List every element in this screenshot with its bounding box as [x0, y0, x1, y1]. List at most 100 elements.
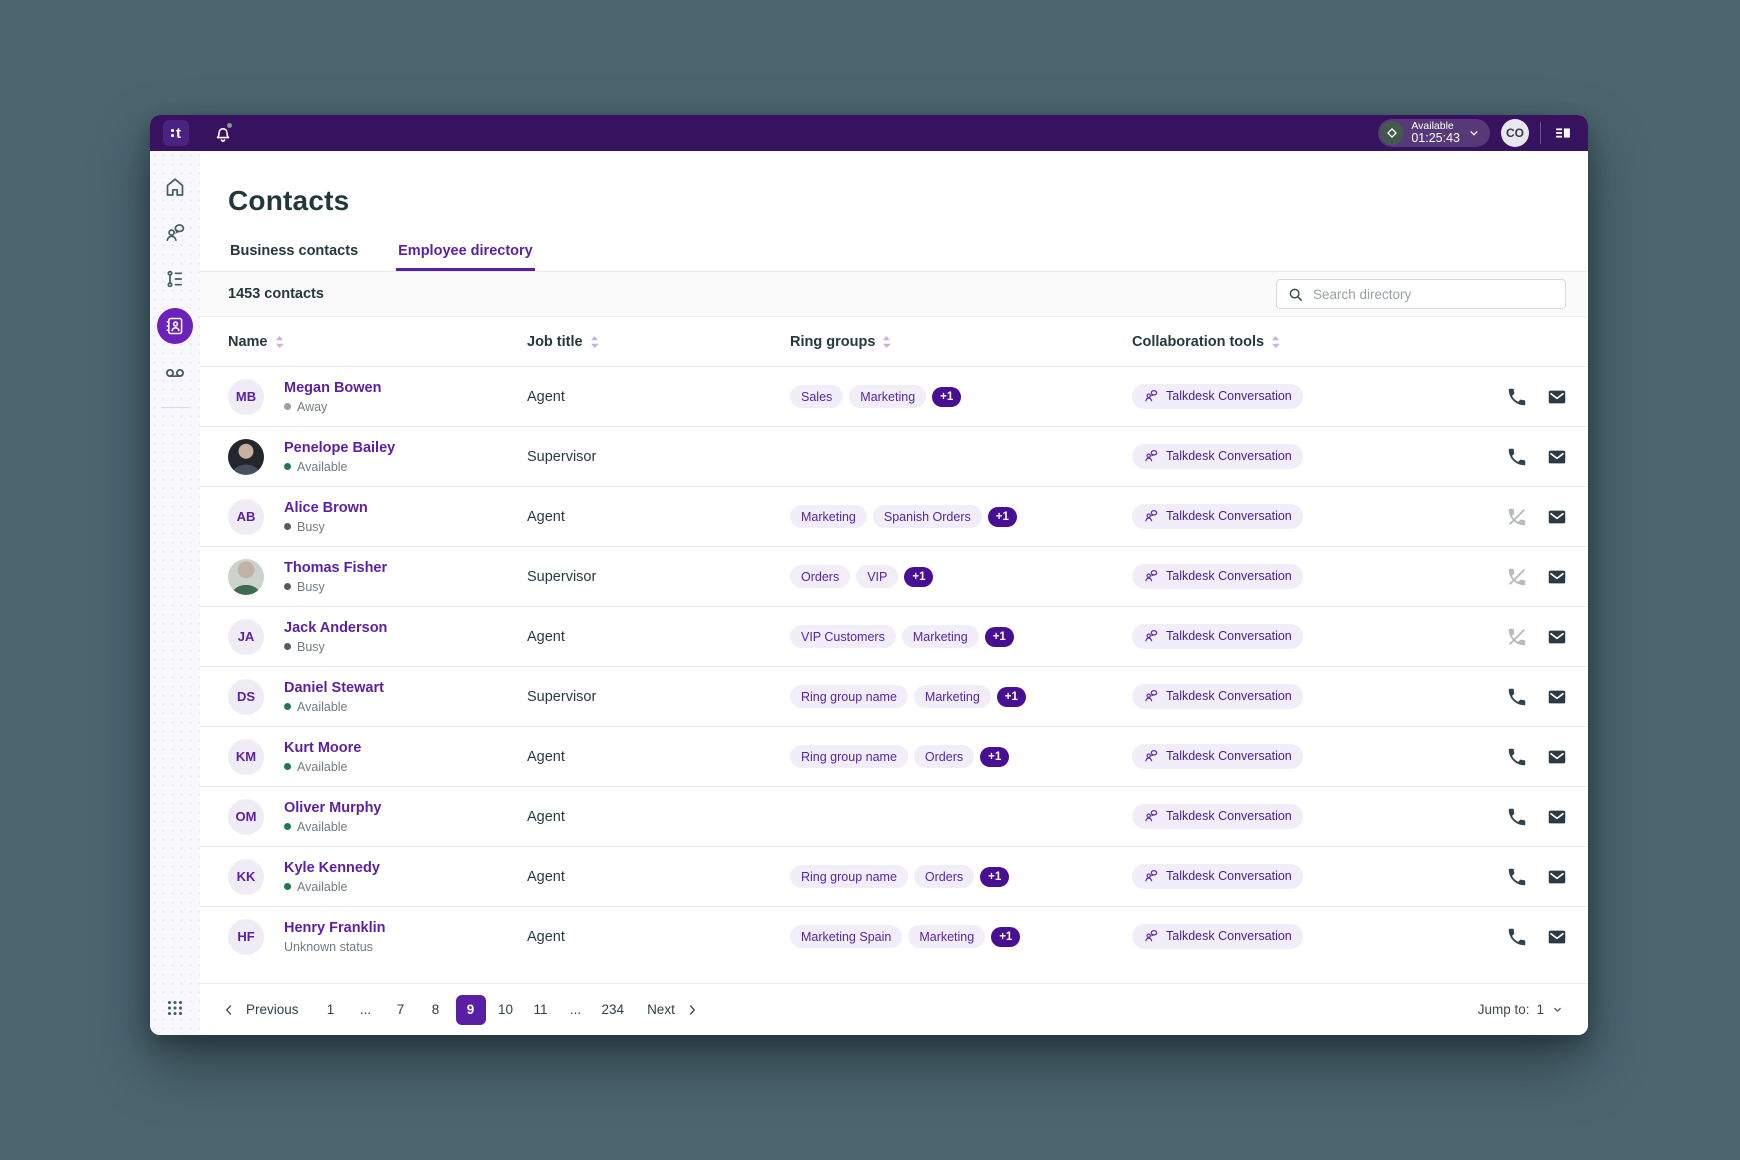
more-groups-badge[interactable]: +1 [996, 686, 1026, 707]
avatar: AB [228, 498, 264, 535]
more-groups-badge[interactable]: +1 [987, 506, 1017, 527]
talkdesk-conversation-chip[interactable]: Talkdesk Conversation [1132, 503, 1303, 529]
call-button[interactable] [1506, 806, 1528, 828]
header-collaboration-tools[interactable]: Collaboration tools [1132, 334, 1462, 350]
page-button[interactable]: 8 [431, 1002, 440, 1017]
count-bar: 1453 contacts [200, 271, 1588, 317]
header-ring-groups[interactable]: Ring groups [790, 334, 1132, 350]
next-page-button[interactable]: Next [647, 1002, 699, 1017]
talkdesk-conversation-chip[interactable]: Talkdesk Conversation [1132, 803, 1303, 829]
email-button[interactable] [1546, 446, 1568, 468]
pagination: Previous 1 ... 7 8 9 10 11 ... 234 Next [222, 994, 699, 1025]
email-button[interactable] [1546, 506, 1568, 528]
page-button[interactable]: 234 [601, 1002, 625, 1017]
page-button[interactable]: 1 [326, 1002, 335, 1017]
call-button[interactable] [1506, 386, 1528, 408]
call-button[interactable] [1506, 506, 1528, 528]
talkdesk-conversation-chip[interactable]: Talkdesk Conversation [1132, 743, 1303, 769]
notifications-bell-icon[interactable] [212, 121, 234, 144]
page-button[interactable]: 7 [396, 1002, 405, 1017]
contact-name-link[interactable]: Henry Franklin [284, 919, 386, 936]
page-button[interactable]: 10 [498, 1002, 514, 1017]
more-groups-badge[interactable]: +1 [980, 866, 1010, 887]
email-button[interactable] [1546, 806, 1568, 828]
talkdesk-logo[interactable]: t [163, 120, 189, 146]
presence-dot [284, 763, 291, 770]
more-groups-badge[interactable]: +1 [991, 926, 1021, 947]
home-icon[interactable] [163, 175, 187, 199]
page-button-current[interactable]: 9 [455, 994, 486, 1025]
email-button[interactable] [1546, 626, 1568, 648]
talkdesk-conversation-chip[interactable]: Talkdesk Conversation [1132, 863, 1303, 889]
more-groups-badge[interactable]: +1 [932, 386, 962, 407]
contact-name-link[interactable]: Daniel Stewart [284, 679, 384, 696]
ring-group-chip: Marketing Spain [790, 925, 903, 948]
email-button[interactable] [1546, 566, 1568, 588]
talkdesk-conversation-chip[interactable]: Talkdesk Conversation [1132, 623, 1303, 649]
apps-grid-icon[interactable] [164, 997, 186, 1019]
email-button[interactable] [1546, 686, 1568, 708]
collab-label: Talkdesk Conversation [1166, 809, 1292, 824]
sort-icon[interactable] [275, 335, 284, 349]
presence-dot [284, 403, 291, 410]
jump-to-select[interactable]: Jump to: 1 [1478, 1002, 1564, 1017]
more-groups-badge[interactable]: +1 [980, 746, 1010, 767]
call-button[interactable] [1506, 566, 1528, 588]
side-panel-toggle-icon[interactable] [1552, 122, 1574, 144]
sidebar-item-contacts[interactable] [157, 308, 193, 344]
more-groups-badge[interactable]: +1 [904, 566, 934, 587]
chevron-down-icon [1551, 1003, 1564, 1016]
call-button[interactable] [1506, 926, 1528, 948]
collab-cell: Talkdesk Conversation [1132, 683, 1462, 710]
job-title: Agent [527, 628, 565, 645]
email-button[interactable] [1546, 746, 1568, 768]
talkdesk-conversation-chip[interactable]: Talkdesk Conversation [1132, 923, 1303, 949]
chat-person-icon [1143, 568, 1159, 584]
collab-cell: Talkdesk Conversation [1132, 443, 1462, 470]
contact-name-link[interactable]: Kyle Kennedy [284, 859, 380, 876]
page-button[interactable]: 11 [533, 1002, 548, 1017]
email-button[interactable] [1546, 926, 1568, 948]
contact-name-link[interactable]: Jack Anderson [284, 619, 388, 636]
activity-queue-icon[interactable] [163, 267, 187, 291]
agent-status-pill[interactable]: Available 01:25:43 [1378, 119, 1490, 147]
tab-employee-directory[interactable]: Employee directory [396, 239, 535, 271]
contact-name-link[interactable]: Megan Bowen [284, 379, 382, 396]
call-button[interactable] [1506, 446, 1528, 468]
email-button[interactable] [1546, 866, 1568, 888]
call-button[interactable] [1506, 866, 1528, 888]
voicemail-icon[interactable] [163, 361, 187, 385]
talkdesk-conversation-chip[interactable]: Talkdesk Conversation [1132, 563, 1303, 589]
header-job-title[interactable]: Job title [527, 334, 790, 350]
talkdesk-conversation-chip[interactable]: Talkdesk Conversation [1132, 383, 1303, 409]
job-title: Agent [527, 808, 565, 825]
contact-name-link[interactable]: Thomas Fisher [284, 559, 388, 576]
sort-icon[interactable] [882, 335, 891, 349]
previous-page-button[interactable]: Previous [222, 1002, 299, 1017]
tabs: Business contacts Employee directory [200, 239, 1588, 271]
sort-icon[interactable] [1271, 335, 1280, 349]
more-groups-badge[interactable]: +1 [984, 626, 1014, 647]
tab-business-contacts[interactable]: Business contacts [230, 243, 359, 259]
ring-group-chip: Marketing [908, 925, 986, 948]
contact-name-link[interactable]: Kurt Moore [284, 739, 362, 756]
sort-icon[interactable] [590, 335, 599, 349]
mail-icon [1546, 626, 1568, 648]
phone-icon [1506, 866, 1528, 888]
email-button[interactable] [1546, 386, 1568, 408]
chat-person-icon [1143, 508, 1159, 524]
collab-cell: Talkdesk Conversation [1132, 503, 1462, 530]
conversations-icon[interactable] [163, 221, 187, 245]
call-button[interactable] [1506, 626, 1528, 648]
talkdesk-conversation-chip[interactable]: Talkdesk Conversation [1132, 683, 1303, 709]
contact-name-link[interactable]: Alice Brown [284, 499, 368, 516]
contact-name-link[interactable]: Oliver Murphy [284, 799, 382, 816]
talkdesk-conversation-chip[interactable]: Talkdesk Conversation [1132, 443, 1303, 469]
search-input[interactable] [1313, 286, 1555, 302]
call-button[interactable] [1506, 746, 1528, 768]
header-name[interactable]: Name [228, 334, 527, 350]
contact-name-link[interactable]: Penelope Bailey [284, 439, 396, 456]
call-button[interactable] [1506, 686, 1528, 708]
user-avatar[interactable]: CO [1501, 119, 1529, 147]
mail-icon [1546, 866, 1568, 888]
